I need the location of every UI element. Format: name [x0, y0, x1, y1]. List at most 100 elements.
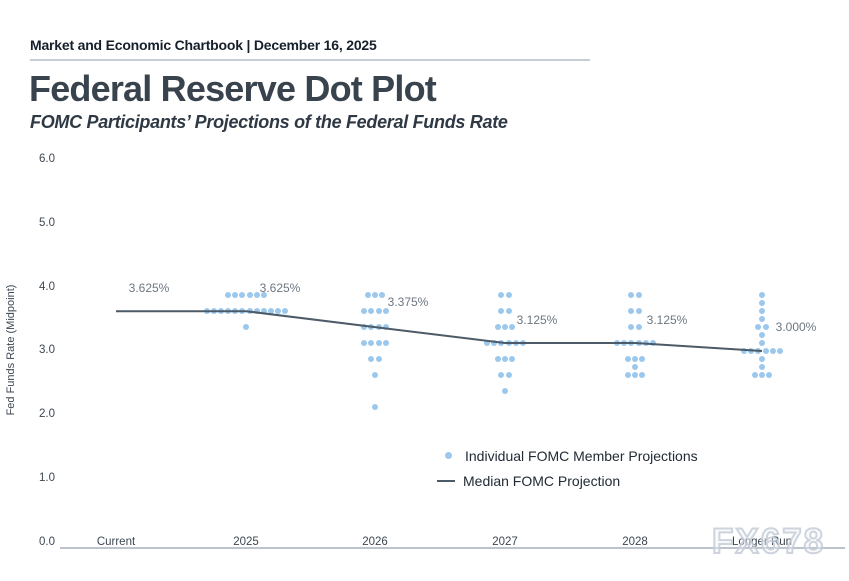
fomc-dot [635, 324, 642, 331]
median-label: 3.625% [259, 281, 301, 295]
median-label: 3.125% [646, 313, 688, 327]
fomc-dot [509, 355, 516, 362]
watermark: FX678 [711, 521, 826, 562]
fomc-dot [225, 292, 232, 299]
fomc-dot [759, 340, 765, 347]
y-tick-label: 3.0 [39, 344, 55, 357]
fomc-dot [614, 340, 621, 347]
fomc-dot [375, 324, 382, 331]
fomc-dot [498, 292, 505, 299]
fomc-dot [218, 308, 225, 315]
fomc-dot [621, 340, 628, 347]
fomc-dot [766, 371, 773, 378]
fomc-dot [639, 355, 646, 362]
fomc-dot [628, 308, 635, 315]
chartbook-header: Market and Economic Chartbook | December… [30, 37, 377, 53]
fomc-dot [361, 340, 368, 347]
fomc-dot [755, 324, 762, 331]
fomc-dot [624, 371, 631, 378]
fomc-dot [498, 308, 505, 315]
fomc-dot [502, 355, 508, 362]
fomc-dot [505, 371, 512, 378]
fomc-dot [639, 371, 646, 378]
fomc-dot [491, 340, 498, 347]
fomc-dot [635, 292, 642, 299]
fomc-dot [762, 347, 769, 354]
header-divider [30, 59, 590, 61]
fomc-dot [372, 403, 378, 410]
median-label: 3.375% [387, 295, 429, 309]
legend-item-dots: Individual FOMC Member Projections [437, 443, 698, 468]
fomc-dot [759, 363, 765, 370]
fomc-dot [624, 355, 631, 362]
x-tick-label: 2027 [492, 536, 518, 548]
fomc-dot [759, 371, 765, 378]
fomc-dot [776, 347, 783, 354]
fomc-dot [741, 347, 748, 354]
fomc-dot [509, 324, 516, 331]
fomc-dot [759, 355, 765, 362]
x-tick-label: Longer Run [731, 536, 793, 548]
fomc-dot [368, 355, 375, 362]
x-tick-label: 2025 [233, 536, 259, 548]
y-tick-label: 1.0 [39, 471, 55, 484]
fomc-dot [649, 340, 656, 347]
fomc-dot [635, 340, 642, 347]
fomc-dot [512, 340, 519, 347]
x-axis-line [60, 547, 845, 549]
page-title: Federal Reserve Dot Plot [29, 68, 437, 109]
fomc-dot [260, 292, 267, 299]
fomc-dot [635, 308, 642, 315]
fomc-dot [494, 355, 501, 362]
fomc-dot [628, 324, 635, 331]
fomc-dot [282, 308, 289, 315]
fomc-dot [260, 308, 267, 315]
fomc-dot [748, 347, 755, 354]
fomc-dot [632, 371, 638, 378]
fomc-dot [368, 324, 375, 331]
fomc-dot [505, 340, 512, 347]
fomc-dot [361, 308, 368, 315]
fomc-dot [243, 324, 249, 331]
legend-label: Median FOMC Projection [463, 472, 621, 489]
fomc-dot [628, 340, 635, 347]
fomc-dot [379, 292, 386, 299]
fomc-dot [225, 308, 232, 315]
y-tick-label: 4.0 [39, 280, 55, 293]
fomc-dot [382, 308, 389, 315]
legend: Individual FOMC Member Projections Median… [437, 443, 698, 493]
fomc-dot [498, 340, 505, 347]
dot-swatch-icon [445, 452, 452, 459]
fomc-dot [203, 308, 210, 315]
fomc-dot [755, 347, 762, 354]
legend-label: Individual FOMC Member Projections [465, 447, 698, 464]
fomc-dot [239, 292, 246, 299]
fomc-dot [239, 308, 246, 315]
fomc-dot [364, 292, 371, 299]
fomc-dot [375, 308, 382, 315]
fomc-dot [368, 340, 375, 347]
fomc-dot [372, 292, 378, 299]
chart-subtitle: FOMC Participants’ Projections of the Fe… [30, 112, 508, 132]
line-swatch-icon [437, 479, 455, 482]
fomc-dot [375, 355, 382, 362]
fomc-dot [632, 355, 638, 362]
fomc-dot [375, 340, 382, 347]
fomc-dot [502, 387, 508, 394]
fomc-dot [769, 347, 776, 354]
fomc-dot [211, 308, 218, 315]
legend-item-median: Median FOMC Projection [437, 468, 698, 493]
fomc-dot [382, 324, 389, 331]
fomc-dot [274, 308, 281, 315]
x-tick-label: 2028 [622, 536, 648, 548]
fomc-dot [246, 292, 253, 299]
fomc-dot [232, 292, 239, 299]
fomc-dot [628, 292, 635, 299]
fomc-dot [372, 371, 378, 378]
fomc-dot [484, 340, 491, 347]
median-label: 3.125% [516, 313, 558, 327]
y-tick-label: 5.0 [39, 217, 55, 230]
y-tick-label: 2.0 [39, 408, 55, 421]
fomc-dot [759, 308, 765, 315]
